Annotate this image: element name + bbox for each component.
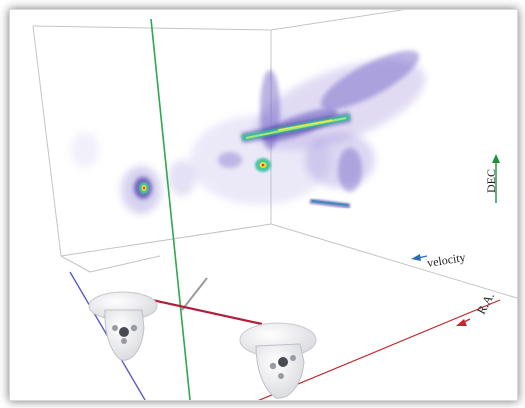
- pointer-ray: [181, 277, 208, 311]
- emission-volume: [71, 50, 426, 214]
- vr-controller-icon: [88, 291, 158, 361]
- green-axis-line: [150, 18, 191, 400]
- right-vr-controller[interactable]: [239, 322, 317, 399]
- left-vr-controller[interactable]: [88, 291, 158, 361]
- vr-controller-icon: [239, 322, 317, 399]
- dec-arrow: [492, 154, 500, 203]
- dec-axis-label: DEC: [484, 169, 498, 193]
- vr-visualization-viewport[interactable]: DEC velocity R.A.: [9, 9, 518, 401]
- volume-render-scene[interactable]: [10, 10, 517, 400]
- velocity-arrow: [411, 254, 428, 261]
- ra-arrow: [456, 318, 471, 326]
